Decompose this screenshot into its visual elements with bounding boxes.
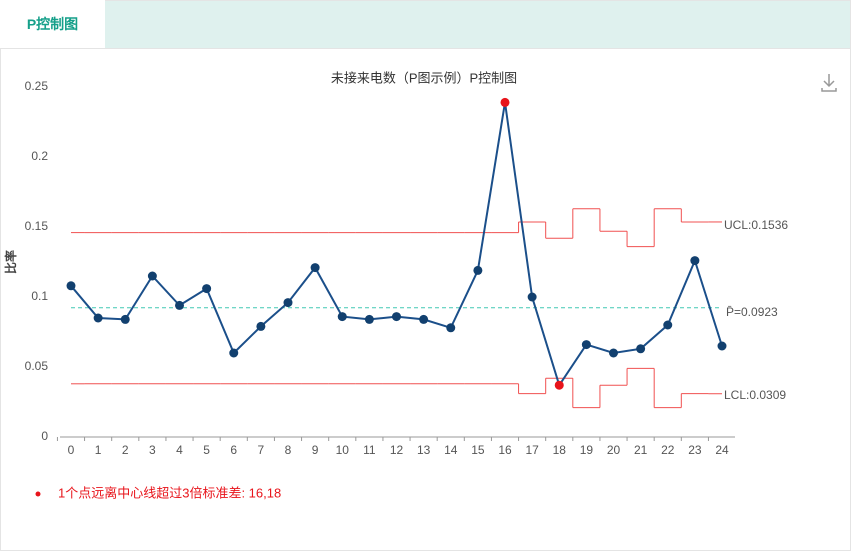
y-axis-label: 比率	[3, 250, 18, 274]
data-point	[364, 314, 374, 324]
data-point	[175, 300, 184, 310]
x-tick-label: 9	[312, 443, 319, 457]
data-point	[527, 292, 537, 302]
tab[interactable]: P控制图	[0, 0, 105, 49]
x-tick-label: 19	[580, 443, 594, 457]
data-point	[663, 320, 673, 330]
x-tick-label: 2	[122, 443, 129, 457]
y-tick-label: 0.2	[31, 149, 48, 163]
x-tick-label: 6	[230, 443, 237, 457]
x-tick-label: 21	[634, 443, 648, 457]
data-point	[392, 312, 401, 322]
data-point	[147, 271, 157, 281]
x-tick-label: 16	[498, 443, 512, 457]
y-tick-label: 0.15	[25, 219, 49, 233]
x-tick-label: 1	[95, 443, 102, 457]
data-point	[283, 298, 293, 308]
x-tick-label: 0	[68, 443, 75, 457]
data-point	[636, 344, 646, 354]
chart-title: 未接来电数（P图示例）P控制图	[331, 70, 517, 85]
y-tick-label: 0	[41, 429, 48, 443]
data-point	[717, 341, 727, 351]
x-tick-label: 23	[688, 443, 702, 457]
x-tick-label: 5	[203, 443, 210, 457]
data-point	[554, 380, 564, 390]
data-point	[690, 256, 700, 266]
x-tick-label: 12	[390, 443, 404, 457]
x-tick-label: 8	[285, 443, 292, 457]
data-point	[473, 265, 483, 275]
lcl-label: LCL:0.0309	[724, 388, 786, 402]
data-point	[337, 312, 347, 322]
alert-note: 1个点远离中心线超过3倍标准差: 16,18	[58, 485, 281, 500]
data-point	[500, 97, 510, 107]
y-tick-label: 0.05	[25, 359, 49, 373]
x-tick-label: 22	[661, 443, 675, 457]
data-point	[229, 348, 239, 358]
data-point	[310, 263, 320, 273]
data-line	[70, 102, 723, 388]
data-point	[581, 340, 591, 350]
data-point	[202, 284, 212, 294]
data-point	[66, 281, 76, 291]
download-icon[interactable]	[821, 74, 837, 92]
x-tick-label: 13	[417, 443, 431, 457]
data-point	[446, 323, 456, 333]
data-point	[419, 314, 429, 324]
x-tick-label: 10	[336, 443, 350, 457]
x-tick-label: 3	[149, 443, 156, 457]
data-point	[256, 321, 266, 331]
ucl-label: UCL:0.1536	[724, 218, 788, 232]
center-label: P̄=0.0923	[726, 305, 778, 319]
data-point	[609, 348, 618, 358]
x-tick-label: 11	[363, 443, 376, 457]
x-tick-label: 15	[471, 443, 485, 457]
x-tick-label: 20	[607, 443, 621, 457]
tab-bar	[0, 0, 851, 49]
x-tick-label: 24	[715, 443, 729, 457]
x-tick-label: 18	[553, 443, 567, 457]
x-tick-label: 17	[525, 443, 539, 457]
x-tick-label: 7	[258, 443, 265, 457]
x-tick-label: 4	[176, 443, 183, 457]
data-point	[120, 314, 130, 324]
x-tick-label: 14	[444, 443, 458, 457]
y-tick-label: 0.1	[31, 289, 48, 303]
data-point	[93, 313, 103, 323]
y-tick-label: 0.25	[25, 79, 49, 93]
note-bullet	[35, 491, 41, 497]
